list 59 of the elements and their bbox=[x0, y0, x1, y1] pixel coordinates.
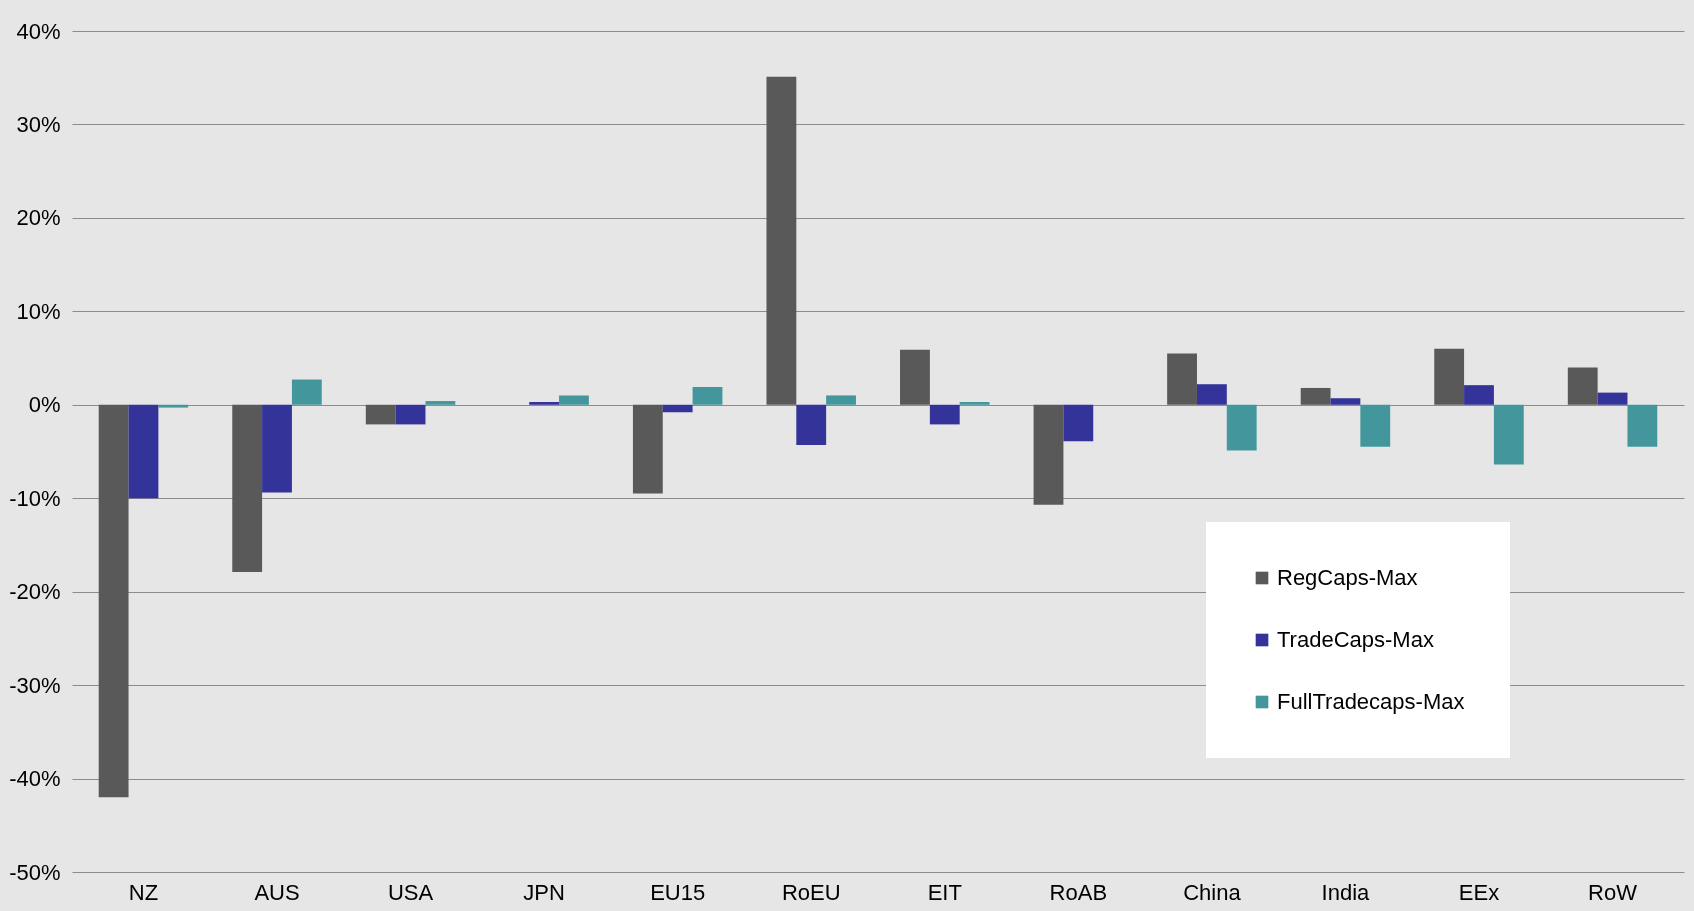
x-tick-label: NZ bbox=[128, 879, 159, 905]
bar bbox=[1300, 387, 1331, 405]
x-tick-label: EU15 bbox=[650, 879, 706, 905]
bar bbox=[365, 404, 396, 425]
y-tick-label: 30% bbox=[16, 111, 61, 137]
bar bbox=[1360, 404, 1391, 447]
bar bbox=[98, 404, 129, 798]
x-tick-label: China bbox=[1183, 879, 1242, 905]
legend-label: RegCaps-Max bbox=[1277, 565, 1418, 590]
bar bbox=[1226, 404, 1257, 451]
y-tick-label: -30% bbox=[9, 672, 61, 698]
legend-label: TradeCaps-Max bbox=[1277, 627, 1434, 652]
x-tick-label: India bbox=[1321, 879, 1371, 905]
bar bbox=[291, 379, 322, 405]
bar bbox=[128, 404, 159, 499]
bar bbox=[1196, 384, 1227, 405]
x-tick-label: EEx bbox=[1458, 879, 1500, 905]
bar bbox=[1464, 385, 1494, 405]
bar bbox=[395, 404, 426, 425]
bar bbox=[662, 404, 693, 413]
bar bbox=[900, 349, 930, 405]
bar bbox=[692, 387, 723, 405]
y-tick-label: 10% bbox=[16, 298, 61, 324]
legend-label: FullTradecaps-Max bbox=[1277, 689, 1465, 714]
bar bbox=[826, 395, 856, 405]
x-tick-label: RoAB bbox=[1049, 879, 1108, 905]
bar bbox=[158, 404, 189, 408]
bar bbox=[1330, 398, 1361, 405]
x-tick-label: JPN bbox=[523, 879, 565, 905]
x-tick-label: RoEU bbox=[781, 879, 841, 905]
bar bbox=[929, 404, 960, 425]
bar bbox=[632, 404, 663, 494]
x-tick-label: AUS bbox=[254, 879, 300, 905]
x-tick-label: USA bbox=[387, 879, 434, 905]
x-tick-label: EIT bbox=[927, 879, 962, 905]
y-tick-label: 40% bbox=[16, 18, 61, 44]
bar bbox=[796, 404, 827, 445]
bar bbox=[559, 395, 589, 405]
bar bbox=[1063, 404, 1094, 442]
bar bbox=[1434, 348, 1465, 405]
bar bbox=[1493, 404, 1524, 465]
y-tick-label: 20% bbox=[16, 205, 61, 231]
bar bbox=[262, 404, 292, 493]
bar bbox=[529, 401, 560, 405]
y-tick-label: -50% bbox=[9, 859, 61, 885]
bar bbox=[1567, 367, 1598, 405]
y-tick-label: -20% bbox=[9, 579, 61, 605]
y-tick-label: -10% bbox=[9, 485, 61, 511]
x-tick-label: RoW bbox=[1588, 879, 1638, 905]
bar bbox=[1597, 392, 1628, 405]
y-tick-label: -40% bbox=[9, 766, 61, 792]
bar bbox=[1167, 353, 1197, 405]
y-tick-label: 0% bbox=[28, 392, 61, 418]
bar bbox=[232, 404, 263, 573]
bar bbox=[766, 76, 797, 405]
bar bbox=[1033, 404, 1064, 505]
bar bbox=[1627, 404, 1658, 447]
bar bbox=[425, 401, 456, 405]
bar bbox=[959, 401, 990, 405]
